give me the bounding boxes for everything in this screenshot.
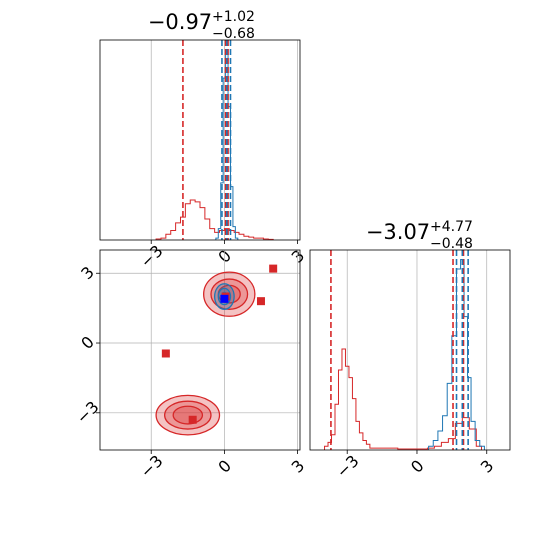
panel-title-lower: −0.68 (212, 26, 255, 42)
x-tick-label: 0 (214, 456, 235, 477)
histogram-step (324, 348, 483, 450)
x-ticks: −3 0 3 (137, 240, 309, 271)
grid-lines (346, 250, 488, 450)
x-tick-label: −3 (137, 451, 167, 481)
quantile-lines (182, 40, 232, 240)
axes-frame (99, 249, 301, 451)
y-ticks: −3 0 3 (73, 263, 103, 428)
x-ticks: −3 0 3 (137, 450, 309, 481)
x-tick-label: −3 (333, 451, 363, 481)
axes-frame (99, 39, 301, 241)
scatter-marker (188, 415, 197, 424)
axes-frame (309, 249, 511, 451)
x-tick-label: −3 (137, 241, 167, 271)
density-contours (155, 271, 256, 436)
x-tick-label: 3 (288, 246, 309, 267)
grid-lines (100, 250, 300, 450)
x-tick-label: 0 (214, 246, 235, 267)
marginal-histogram-param1: −3 0 3 −0.97 +1.02 −0.68 (99, 9, 309, 271)
panel-title-upper: +1.02 (212, 9, 255, 25)
quantile-lines (330, 250, 469, 450)
grid-lines (150, 40, 298, 240)
histogram-step (428, 259, 485, 450)
panel-title-upper: +4.77 (430, 219, 473, 235)
histogram-series (324, 259, 485, 450)
joint-density-plot: −3 0 3 −3 0 3 (73, 249, 309, 481)
x-tick-label: 3 (477, 456, 498, 477)
marginal-histogram-param2: −3 0 3 −3.07 +4.77 −0.48 (309, 219, 511, 481)
density-contour (172, 405, 204, 425)
y-tick-label: 0 (77, 332, 98, 353)
y-tick-label: −3 (73, 397, 103, 427)
scatter-markers (161, 264, 278, 424)
density-contour (163, 400, 212, 430)
scatter-marker (256, 297, 265, 306)
histogram-series (155, 49, 274, 240)
x-ticks: −3 0 3 (333, 450, 498, 481)
panel-title: −0.97 (148, 10, 212, 34)
x-tick-label: 3 (288, 456, 309, 477)
x-tick-label: 0 (407, 456, 428, 477)
scatter-marker (161, 349, 170, 358)
scatter-marker (269, 264, 278, 273)
scatter-marker (220, 294, 229, 303)
y-tick-label: 3 (77, 263, 98, 284)
histogram-step (155, 199, 274, 240)
panel-title: −3.07 (366, 220, 430, 244)
panel-title-lower: −0.48 (430, 236, 473, 252)
